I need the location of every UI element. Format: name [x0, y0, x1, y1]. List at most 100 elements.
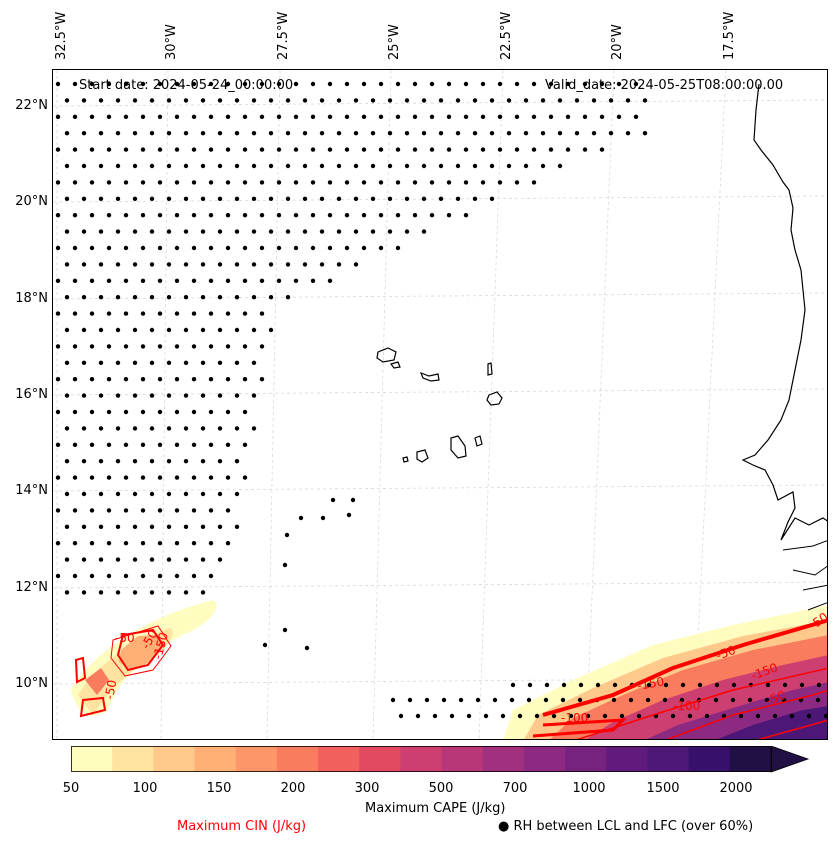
rh-dot: [157, 147, 163, 152]
rh-dot: [106, 114, 112, 119]
rh-dot: [350, 497, 356, 503]
rh-dot: [166, 590, 172, 595]
rh-dot: [106, 508, 112, 513]
rh-dot: [106, 541, 112, 546]
cin-legend-label: Maximum CIN (J/kg): [177, 819, 307, 834]
rh-dot: [98, 459, 104, 464]
cape-colorbar: [71, 746, 810, 773]
rh-dot: [319, 163, 325, 169]
rh-dot: [526, 697, 532, 703]
rh-dot: [540, 163, 546, 169]
rh-dot: [815, 697, 821, 703]
rh-dot: [81, 295, 87, 300]
colorbar-cell: [71, 746, 113, 772]
rh-dot: [217, 229, 223, 234]
rh-dot: [132, 262, 138, 267]
rh-dot: [816, 682, 822, 688]
rh-dot: [523, 98, 529, 103]
colorbar-cell: [235, 746, 278, 772]
rh-dot: [89, 245, 95, 251]
rh-dot: [72, 114, 78, 119]
rh-dot: [81, 524, 87, 529]
rh-dot: [225, 409, 231, 415]
rh-dot: [217, 524, 223, 529]
rh-dot: [346, 512, 352, 518]
rh-dot: [747, 697, 753, 703]
rh-dot: [713, 697, 719, 703]
rh-dot: [157, 180, 163, 185]
rh-dot: [81, 229, 87, 234]
rh-dot: [115, 163, 121, 169]
rh-dot: [514, 180, 520, 185]
rh-dot: [285, 163, 291, 169]
rh-dot: [489, 98, 495, 103]
rh-dot: [285, 295, 291, 300]
map-panel[interactable]: -50 -50 -150 -50 -50 -50 -100 -150 -150 …: [52, 69, 828, 740]
rh-dot: [55, 344, 61, 349]
valid-date-label: Valid_date: 2024-05-25T08:00:00.00: [545, 78, 784, 93]
rh-dot: [319, 262, 325, 267]
colorbar-cell: [400, 746, 443, 772]
colorbar-cell: [565, 746, 607, 772]
rh-dot: [463, 213, 469, 218]
rh-dot: [132, 295, 138, 300]
rh-dot: [217, 163, 223, 169]
rh-dot: [106, 475, 112, 480]
colorbar-tick: 500: [428, 781, 454, 796]
rh-dot: [540, 98, 546, 103]
colorbar-cell: [359, 746, 401, 772]
rh-dot: [106, 344, 112, 349]
rh-dot: [208, 573, 214, 579]
colorbar-tick: 300: [354, 781, 380, 796]
rh-dot: [438, 131, 444, 136]
rh-dot: [466, 713, 472, 719]
rh-dot: [174, 377, 180, 382]
rh-dot: [268, 229, 274, 234]
rh-dot: [310, 245, 316, 251]
rh-dot: [174, 311, 180, 316]
rh-dot: [55, 377, 61, 382]
rh-dot: [506, 163, 512, 169]
rh-dot: [514, 114, 520, 119]
rh-dot: [446, 180, 452, 185]
rh-dot: [149, 262, 155, 267]
rh-dot: [602, 713, 608, 719]
rh-dot: [242, 147, 248, 152]
rh-dot: [64, 590, 70, 595]
rh-dot: [259, 245, 265, 251]
rh-dot: [285, 196, 291, 201]
rh-dot: [293, 245, 299, 251]
colorbar-cell: [482, 746, 525, 772]
rh-dot: [225, 213, 231, 218]
rh-dot: [200, 524, 206, 529]
rh-dot: [166, 393, 172, 398]
rh-dot: [208, 475, 214, 480]
rh-dot: [217, 196, 223, 201]
rh-dot: [276, 81, 282, 87]
rh-dot: [799, 682, 805, 688]
rh-dot: [234, 491, 240, 497]
rh-dot: [731, 682, 737, 688]
rh-dot: [646, 682, 652, 688]
rh-dot: [361, 213, 367, 218]
rh-dot: [200, 196, 206, 201]
rh-dot: [174, 81, 180, 87]
rh-dot: [268, 131, 274, 136]
rh-dot: [259, 81, 265, 87]
rh-dot: [55, 245, 61, 251]
rh-dot: [680, 682, 686, 688]
rh-dot: [387, 98, 393, 103]
rh-dot: [483, 713, 489, 719]
rh-dot: [259, 311, 265, 316]
rh-dot: [72, 409, 78, 415]
rh-dot: [310, 180, 316, 185]
rh-dot: [115, 426, 121, 431]
rh-dot: [284, 532, 290, 538]
colorbar-cell: [729, 746, 772, 772]
rh-dot: [183, 426, 189, 431]
rh-dot: [225, 81, 231, 87]
rh-dot: [132, 590, 138, 595]
rh-dot: [823, 713, 827, 719]
rh-dot: [191, 475, 197, 480]
colorbar-tick: 150: [206, 781, 232, 796]
